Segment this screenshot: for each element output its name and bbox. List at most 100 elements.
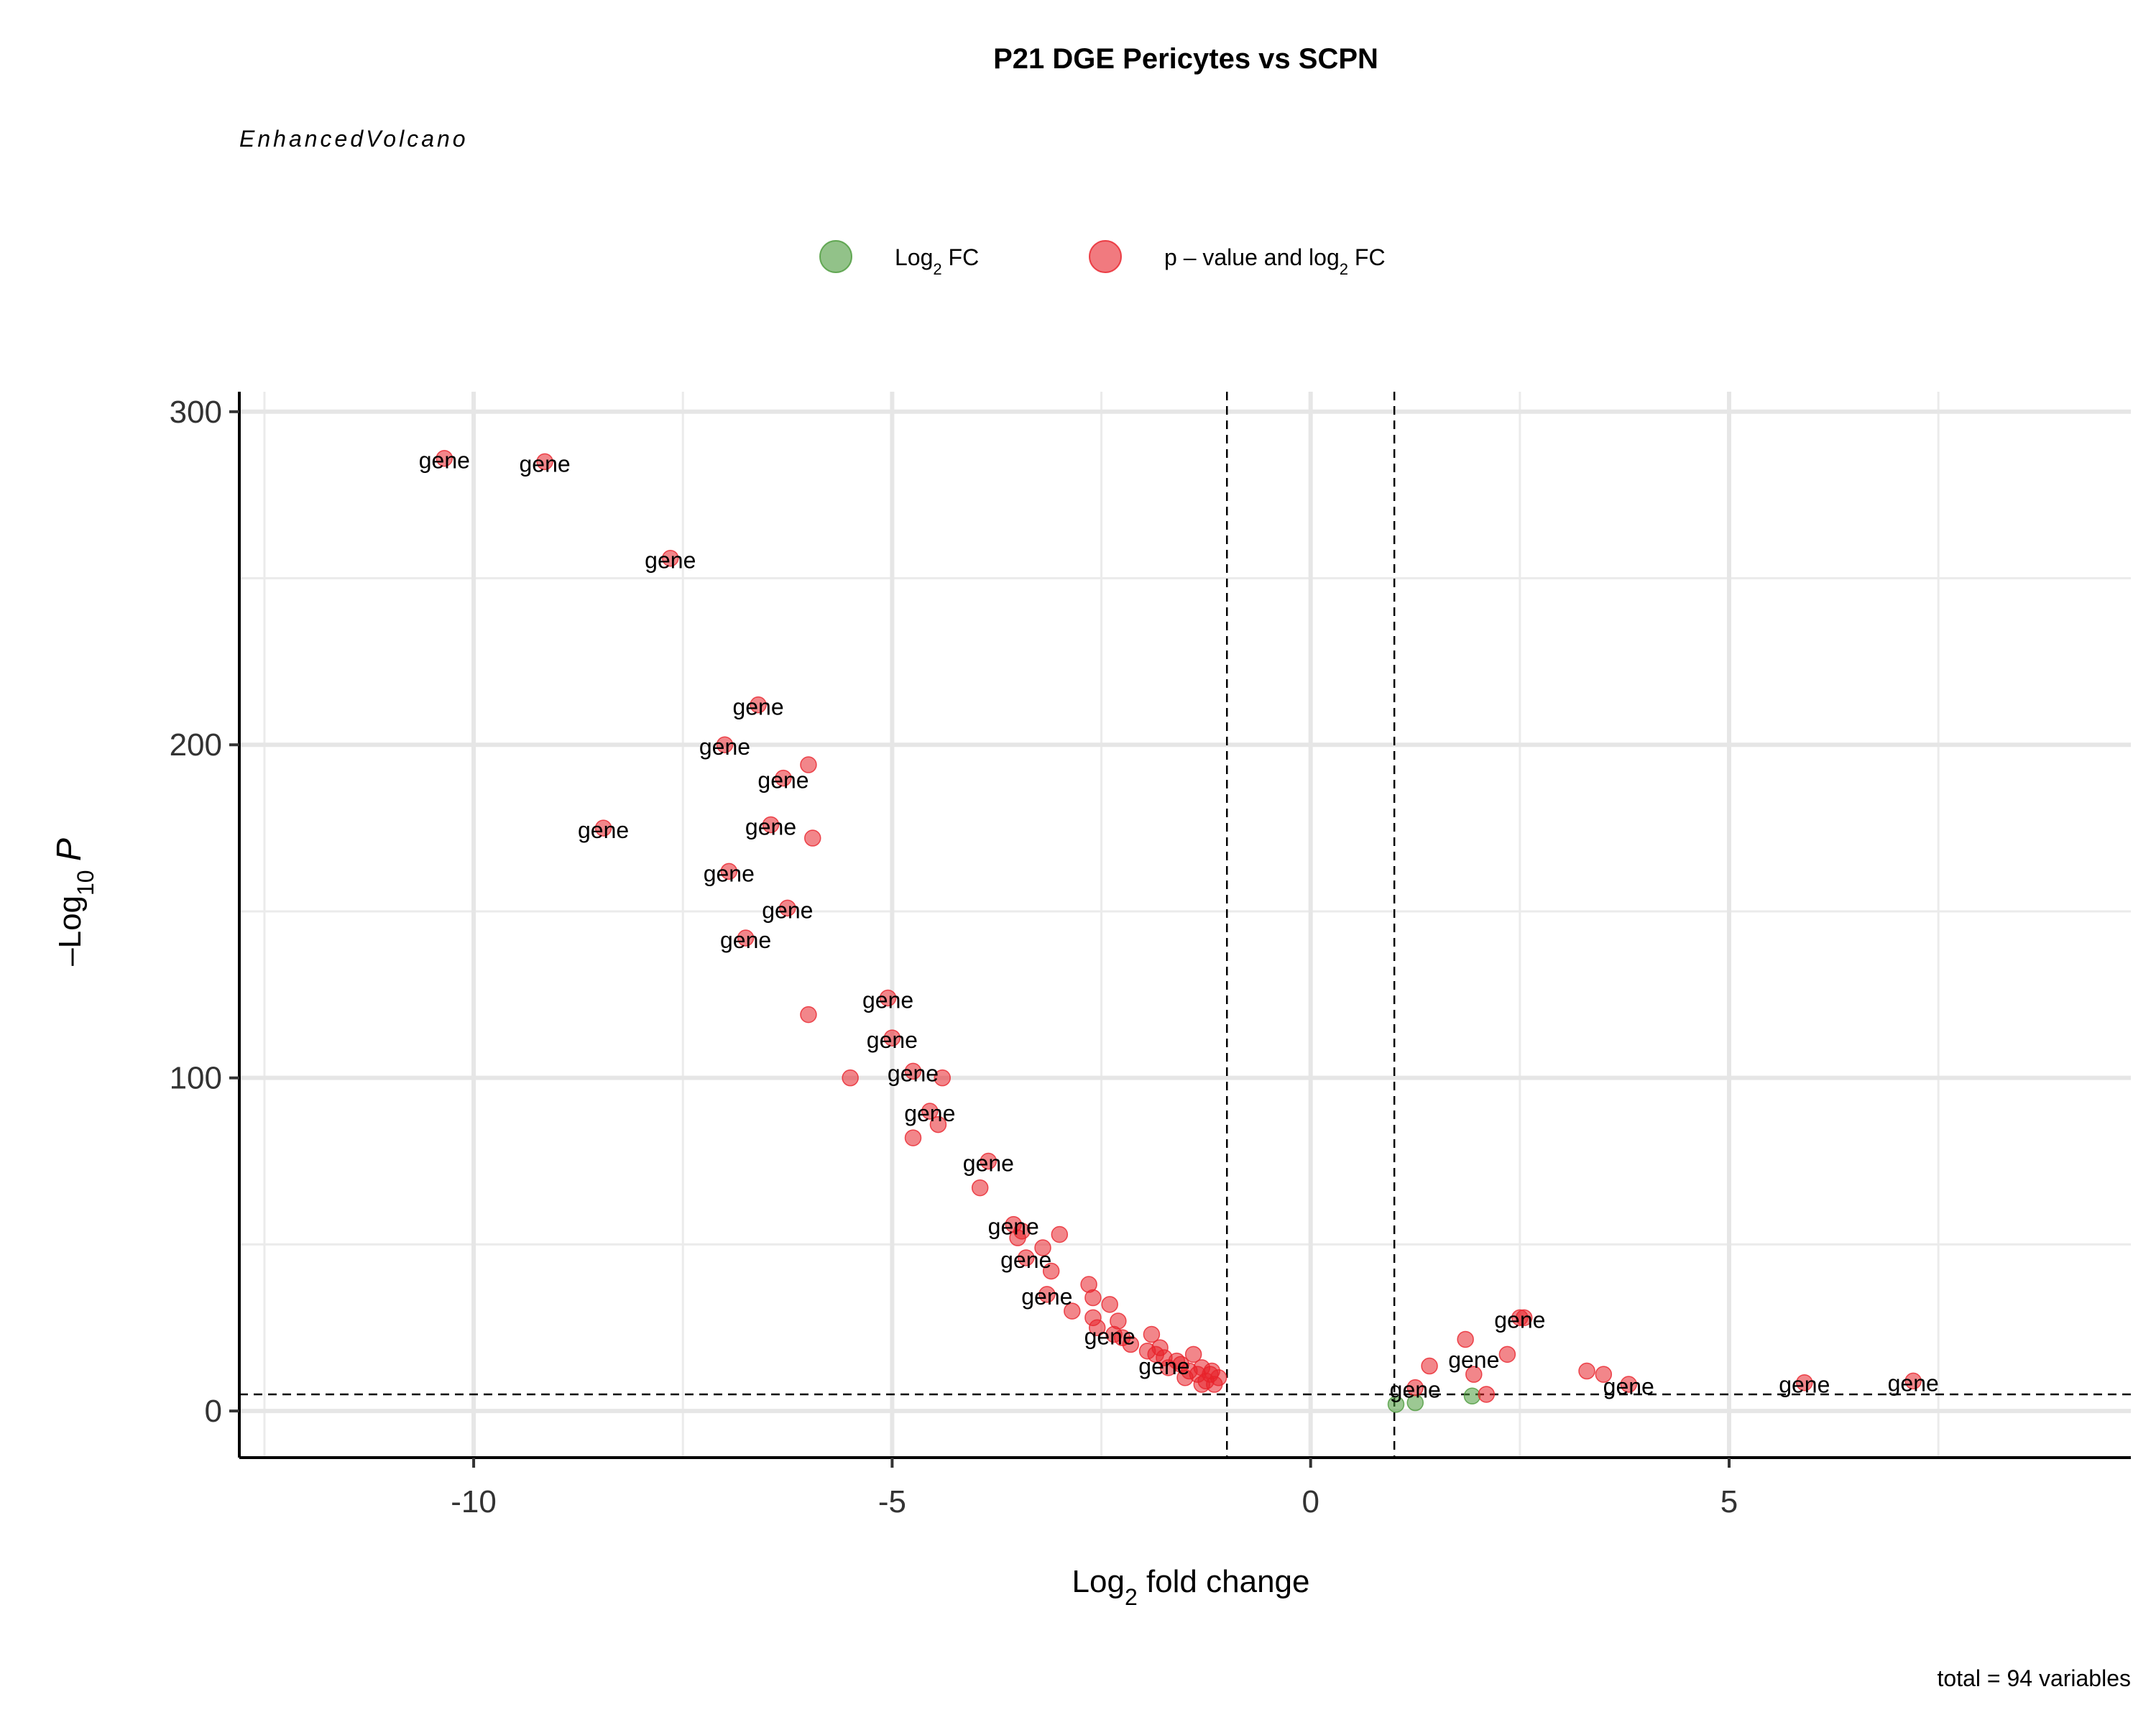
legend: Log2 FC p – value and log2 FC [819, 240, 1386, 278]
data-point [436, 449, 453, 467]
y-axis-ticks: 0 100 200 300 [170, 395, 239, 1429]
gene-label: gene [862, 987, 913, 1013]
legend-label: p – value and log2 FC [1164, 244, 1386, 278]
gene-label: gene [578, 817, 629, 843]
data-point [1457, 1330, 1474, 1348]
data-point [929, 1116, 947, 1133]
gene-label: gene [888, 1060, 939, 1086]
data-point [1038, 1286, 1056, 1303]
y-tick-label: 200 [170, 727, 222, 763]
gene-label: gene [1000, 1247, 1051, 1273]
data-point [1088, 1319, 1106, 1337]
gene-label: gene [757, 768, 808, 794]
data-point [1463, 1387, 1481, 1405]
data-point [1203, 1362, 1221, 1380]
legend-label: Log2 FC [895, 244, 979, 278]
data-point [594, 819, 612, 837]
gene-label: gene [732, 694, 783, 720]
data-point [1578, 1362, 1595, 1380]
data-point [1620, 1376, 1637, 1393]
data-point [1478, 1386, 1496, 1403]
data-point [934, 1069, 952, 1087]
gene-label: gene [762, 897, 813, 923]
gene-label: gene [519, 451, 570, 477]
x-axis-title: Log2 fold change [1072, 1564, 1310, 1610]
data-point [879, 989, 897, 1007]
gene-label: gene [1390, 1377, 1441, 1403]
x-tick-label: 5 [1720, 1484, 1738, 1519]
x-tick-label: -5 [878, 1484, 906, 1519]
data-point [775, 769, 792, 787]
data-point [1406, 1379, 1424, 1397]
data-point [800, 1006, 817, 1024]
cutoff-lines [239, 392, 2131, 1458]
gene-label: gene [645, 548, 696, 574]
data-point [1122, 1335, 1140, 1353]
y-axis-title: –Log10 P [50, 838, 98, 966]
gene-labels: gene gene gene gene gene gene gene gene gene gene… [419, 448, 1939, 1403]
data-point [921, 1103, 939, 1120]
data-point [804, 829, 821, 847]
legend-key [819, 240, 852, 273]
data-point [662, 549, 679, 567]
gene-label: gene [1138, 1353, 1189, 1379]
grid-lines [239, 392, 2131, 1458]
gene-label: gene [988, 1214, 1039, 1240]
gene-label: gene [745, 814, 796, 840]
data-point [1796, 1374, 1813, 1392]
data-point [1009, 1229, 1026, 1246]
y-tick-label: 300 [170, 395, 222, 430]
data-point [1595, 1366, 1613, 1383]
gene-label: gene [1779, 1372, 1830, 1398]
data-point [737, 929, 755, 947]
data-point [904, 1062, 922, 1080]
chart-subtitle: EnhancedVolcano [239, 126, 469, 152]
gene-label: gene [699, 734, 750, 760]
gene-label: gene [704, 860, 755, 886]
gene-label: gene [867, 1027, 918, 1053]
data-point [1904, 1372, 1922, 1390]
data-point [904, 1129, 922, 1146]
data-point [842, 1069, 859, 1087]
data-point [716, 736, 734, 753]
data-point [1176, 1369, 1194, 1386]
data-point [1387, 1396, 1405, 1413]
data-point [1498, 1346, 1516, 1363]
data-point [762, 816, 780, 834]
data-point [1143, 1325, 1161, 1343]
data-point [1159, 1359, 1177, 1376]
data-point [971, 1179, 989, 1197]
data-point [1184, 1346, 1202, 1363]
data-point [1034, 1239, 1051, 1256]
data-point [779, 899, 796, 917]
gene-label: gene [720, 927, 771, 953]
data-point [1051, 1225, 1069, 1243]
data-point [1084, 1289, 1102, 1307]
x-tick-label: -10 [451, 1484, 497, 1519]
data-point [1042, 1262, 1060, 1280]
data-point [1101, 1296, 1118, 1313]
chart-caption: total = 94 variables [1938, 1665, 2132, 1691]
axes [238, 392, 2131, 1459]
gene-label: gene [904, 1100, 955, 1126]
gene-label: gene [1888, 1370, 1939, 1396]
x-axis-ticks: -10 -5 0 5 [451, 1458, 1738, 1519]
data-point [750, 696, 767, 714]
data-point [980, 1152, 998, 1170]
y-tick-label: 0 [205, 1394, 222, 1429]
chart-title: P21 DGE Pericytes vs SCPN [993, 43, 1378, 75]
data-point [1465, 1366, 1483, 1383]
gene-label: gene [963, 1151, 1014, 1177]
legend-key [1089, 240, 1122, 273]
data-point [720, 862, 738, 880]
data-point [883, 1029, 901, 1046]
gene-label: gene [1084, 1324, 1135, 1350]
gene-label: gene [419, 448, 470, 474]
gene-label: gene [1494, 1307, 1545, 1333]
data-point [536, 453, 553, 471]
y-tick-label: 100 [170, 1061, 222, 1096]
data-point [1421, 1357, 1438, 1375]
data-point [1064, 1302, 1081, 1320]
data-point [1017, 1249, 1035, 1266]
